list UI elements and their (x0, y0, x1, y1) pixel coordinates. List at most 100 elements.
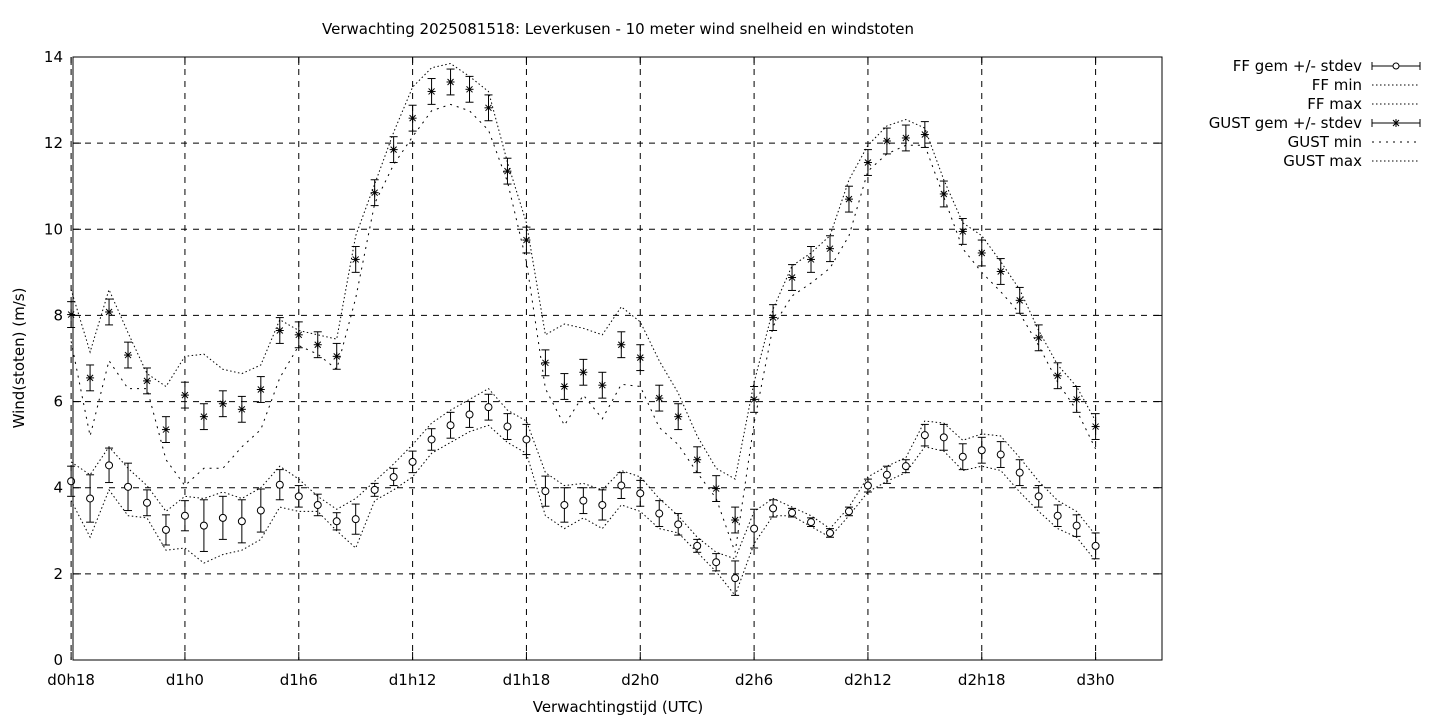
y-tick-label: 2 (53, 565, 63, 583)
gust-point (655, 394, 664, 403)
gust-point (86, 373, 95, 382)
ff-point (977, 446, 986, 455)
data-points (67, 77, 1100, 583)
x-tick-label: d1h18 (503, 671, 551, 689)
legend-label: GUST gem +/- stdev (1209, 114, 1362, 132)
ff-point (674, 520, 683, 529)
gust-point (674, 412, 683, 421)
gust-point (351, 255, 360, 264)
x-tick-label: d1h0 (166, 671, 204, 689)
gust-point (750, 395, 759, 404)
y-tick-label: 12 (44, 134, 63, 152)
gust-point (863, 158, 872, 167)
y-axis-label: Wind(stoten) (m/s) (10, 288, 28, 429)
ff-point (882, 470, 891, 479)
ff-point (769, 504, 778, 513)
ff-point (901, 462, 910, 471)
grid-lines (70, 57, 1162, 660)
ff-point (920, 431, 929, 440)
ff-point (332, 517, 341, 526)
series-lines (70, 62, 1097, 597)
ff-point (541, 487, 550, 496)
ff-point (313, 500, 322, 509)
ff-point (503, 422, 512, 431)
ff-point (142, 498, 151, 507)
legend-label: FF max (1307, 95, 1362, 113)
gust-point (142, 376, 151, 385)
ff-point (1072, 521, 1081, 530)
chart-title: Verwachting 2025081518: Leverkusen - 10 … (322, 20, 914, 38)
gust-point (199, 412, 208, 421)
gust-point (920, 130, 929, 139)
gust-point (218, 399, 227, 408)
x-tick-label: d3h0 (1077, 671, 1115, 689)
plot-frame (72, 56, 1163, 661)
gust-point (958, 227, 967, 236)
legend-label: FF min (1312, 76, 1362, 94)
gust-point (560, 382, 569, 391)
ff-point (825, 528, 834, 537)
gust-point (275, 326, 284, 335)
gust-point (484, 103, 493, 112)
x-tick-label: d2h6 (735, 671, 773, 689)
ff-point (351, 515, 360, 524)
series-line-1 (70, 424, 1096, 597)
ff-point (598, 500, 607, 509)
ff-point (522, 435, 531, 444)
gust-point (256, 385, 265, 394)
y-tick-label: 4 (53, 479, 63, 497)
legend-label: GUST min (1288, 133, 1362, 151)
gust-point (294, 330, 303, 339)
ff-point (958, 452, 967, 461)
x-tick-label: d1h6 (280, 671, 318, 689)
x-tick-label: d2h12 (844, 671, 892, 689)
ff-point (389, 472, 398, 481)
x-tick-label: d2h18 (958, 671, 1006, 689)
ff-point (788, 508, 797, 517)
gust-point (1034, 333, 1043, 342)
gust-point (807, 255, 816, 264)
x-tick-label: d2h0 (621, 671, 659, 689)
gust-point (1091, 422, 1100, 431)
legend-label: FF gem +/- stdev (1233, 57, 1362, 75)
ff-point (560, 500, 569, 509)
gust-point (693, 455, 702, 464)
gust-point (825, 244, 834, 253)
gust-point (408, 114, 417, 123)
gust-point (105, 307, 114, 316)
ff-point (67, 477, 76, 486)
ff-point (199, 521, 208, 530)
y-tick-label: 8 (53, 306, 63, 324)
ff-point (844, 507, 853, 516)
gust-point (1053, 371, 1062, 380)
ff-point (218, 513, 227, 522)
ff-point (161, 525, 170, 534)
gust-point (465, 85, 474, 94)
ff-point (655, 509, 664, 518)
ff-point (427, 435, 436, 444)
legend-label: GUST max (1283, 152, 1362, 170)
ff-point (484, 403, 493, 412)
x-tick-label: d0h18 (47, 671, 95, 689)
ff-point (1053, 511, 1062, 520)
ff-point (731, 574, 740, 583)
gust-point (977, 248, 986, 257)
ff-point (1034, 492, 1043, 501)
gust-point (844, 195, 853, 204)
gust-point (996, 267, 1005, 276)
gust-point (1072, 395, 1081, 404)
ff-point (1015, 468, 1024, 477)
ff-point (617, 481, 626, 490)
gust-point (731, 516, 740, 525)
gust-point (124, 351, 133, 360)
y-tick-label: 0 (53, 651, 63, 669)
y-tick-label: 14 (44, 48, 63, 66)
gust-point (427, 87, 436, 96)
gust-point (389, 145, 398, 154)
series-line-2 (70, 387, 1096, 560)
gust-point (541, 358, 550, 367)
ff-point (275, 480, 284, 489)
ff-point (408, 457, 417, 466)
